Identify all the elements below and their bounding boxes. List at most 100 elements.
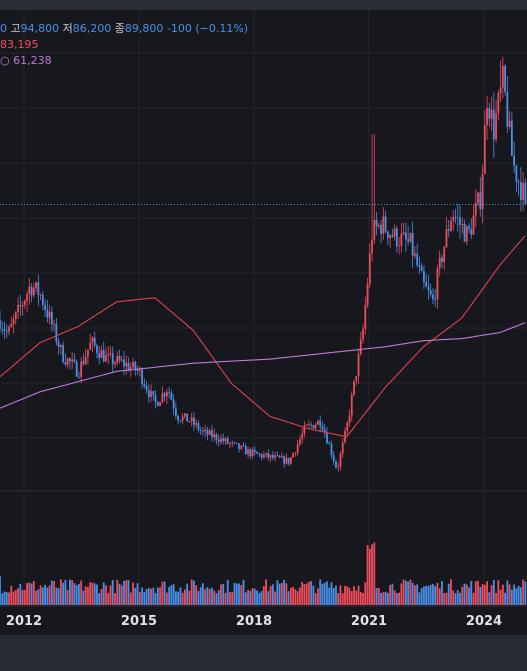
candle-body [229, 443, 231, 445]
volume-bar [251, 588, 254, 605]
volume-bar [391, 583, 394, 605]
volume-bar [231, 591, 234, 605]
volume-bar [39, 585, 42, 605]
candle-body [98, 353, 101, 358]
volume-bar [168, 586, 171, 605]
volume-bar [233, 582, 236, 605]
candle-body [497, 92, 500, 114]
candle-body [132, 361, 134, 368]
candle-body [222, 438, 225, 442]
volume-bar [463, 583, 466, 605]
volume-bar [256, 590, 258, 605]
candle-body [165, 392, 168, 397]
candle-body [274, 455, 276, 458]
low-label: 저 [62, 22, 73, 35]
volume-bar [519, 587, 522, 605]
candle-body [50, 311, 53, 325]
volume-bar [12, 591, 15, 605]
candle-body [409, 233, 412, 242]
candle-body [490, 109, 493, 119]
candle-body [508, 120, 511, 127]
volume-bar [335, 585, 337, 605]
volume-bar [513, 584, 516, 605]
candle-body [423, 271, 425, 282]
candle-body [73, 359, 76, 362]
volume-bar [87, 586, 89, 605]
candle-body [366, 284, 369, 306]
volume-bar [486, 581, 488, 605]
volume-bar [411, 582, 414, 605]
volume-bar [490, 585, 493, 605]
volume-bar [44, 584, 46, 605]
change-value: -100 [166, 22, 192, 35]
candle-body [434, 299, 437, 300]
candle-body [416, 253, 419, 266]
candle-body [314, 424, 317, 429]
volume-bar [172, 584, 175, 605]
volume-bar [465, 584, 468, 605]
candle-body [303, 425, 306, 434]
candle-body [193, 417, 195, 425]
volume-bar [116, 579, 119, 605]
volume-bar [382, 592, 385, 605]
candle-body [292, 453, 295, 458]
candle-body [105, 355, 107, 362]
candle-body [195, 423, 198, 425]
chart-area[interactable]: 2012 2015 2018 2021 2024 [0, 10, 527, 635]
candle-body [141, 369, 143, 385]
volume-bar [271, 584, 274, 605]
volume-bar [190, 579, 193, 605]
candle-body [127, 362, 130, 371]
candle-body [170, 392, 173, 400]
volume-bar [107, 592, 110, 605]
candle-body [188, 421, 191, 422]
candle-body [319, 420, 322, 427]
candle-body [328, 443, 331, 445]
volume-bar [285, 583, 288, 605]
volume-bar [355, 590, 358, 605]
volume-bar [179, 587, 182, 605]
candle-body [377, 224, 380, 227]
candle-body [501, 65, 504, 88]
volume-bar [181, 592, 184, 605]
candle-body [332, 455, 335, 462]
candle-body [456, 216, 459, 218]
volume-bar [204, 589, 207, 605]
candle-body [348, 415, 351, 423]
candle-body [411, 233, 414, 256]
volume-bar [41, 587, 44, 605]
volume-bar [450, 579, 452, 605]
candle-body [310, 424, 313, 426]
candle-body [87, 349, 89, 357]
volume-bar [220, 584, 222, 605]
volume-bar [436, 582, 439, 605]
volume-bar [386, 592, 389, 605]
volume-bar [418, 592, 421, 605]
candle-body [454, 216, 457, 218]
candle-body [21, 305, 24, 307]
candle-body [312, 425, 315, 429]
candle-body [125, 362, 128, 367]
candle-body [350, 394, 353, 416]
x-axis-tick-label: 2024 [466, 614, 502, 629]
candle-body [10, 323, 13, 328]
price-chart[interactable]: 2012 2015 2018 2021 2024 [0, 10, 527, 635]
candle-body [301, 433, 304, 440]
volume-bar [384, 591, 387, 605]
volume-bar [14, 590, 17, 605]
candle-body [145, 386, 148, 391]
volume-bar [357, 585, 360, 605]
candle-body [174, 408, 177, 416]
volume-bar [50, 580, 53, 605]
volume-bar [423, 586, 425, 605]
candle-body [510, 120, 513, 156]
candle-body [91, 337, 94, 343]
volume-bar [393, 590, 396, 605]
volume-bar [120, 585, 123, 605]
top-toolbar [0, 0, 527, 10]
candle-body [488, 108, 491, 119]
volume-bar [326, 581, 328, 605]
candle-body [120, 359, 123, 361]
volume-bar [10, 585, 13, 605]
candle-body [477, 192, 479, 204]
